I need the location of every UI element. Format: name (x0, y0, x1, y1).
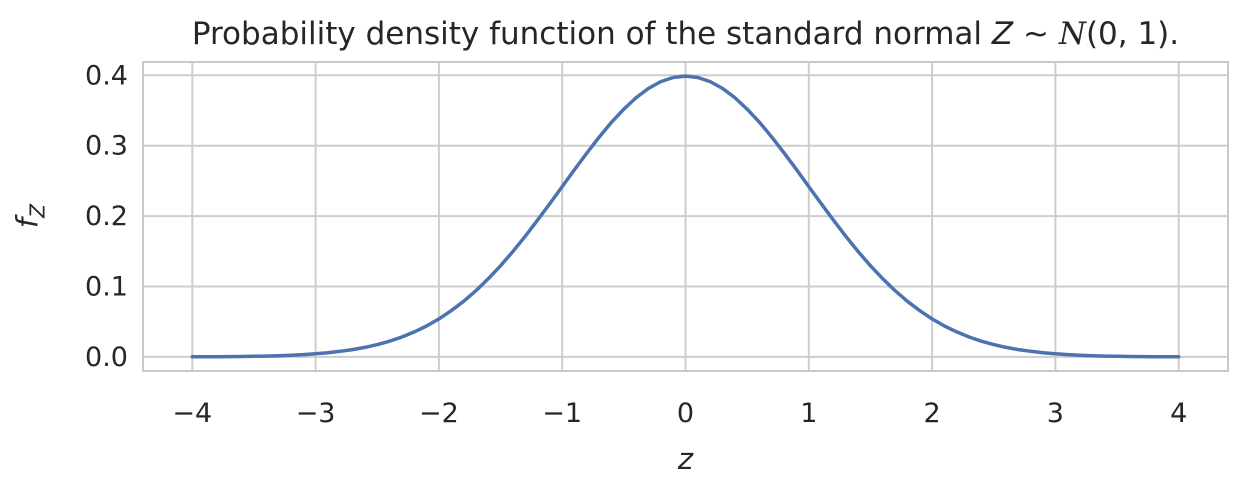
y-tick-label: 0.4 (85, 60, 128, 91)
x-tick-label: −2 (419, 398, 459, 429)
pdf-curve (190, 74, 1181, 359)
y-tick-label: 0.0 (85, 342, 128, 373)
x-axis-label: z (677, 442, 694, 476)
y-tick-label: 0.1 (85, 272, 128, 303)
y-tick-label: 0.3 (85, 131, 128, 162)
y-axis-subscript: Z (25, 203, 50, 218)
y-tick-label: 0.2 (85, 201, 128, 232)
title-variable: Z (991, 16, 1014, 52)
title-distribution-symbol: N (1058, 16, 1086, 52)
title-relation: ∼ (1013, 16, 1059, 52)
y-axis-label: fZ (11, 204, 50, 228)
plot-border (142, 61, 1229, 372)
x-tick-label: −1 (542, 398, 582, 429)
y-axis-letter: f (10, 217, 45, 229)
x-tick-label: 3 (1047, 398, 1064, 429)
x-tick-label: −3 (296, 398, 336, 429)
x-tick-label: 0 (677, 398, 694, 429)
chart-title: Probability density function of the stan… (143, 16, 1228, 52)
title-text: Probability density function of the stan… (191, 16, 992, 52)
x-tick-label: −4 (172, 398, 212, 429)
x-tick-label: 4 (1170, 398, 1187, 429)
title-parameters: (0, 1). (1085, 16, 1180, 52)
x-tick-label: 2 (924, 398, 941, 429)
x-tick-label: 1 (800, 398, 817, 429)
